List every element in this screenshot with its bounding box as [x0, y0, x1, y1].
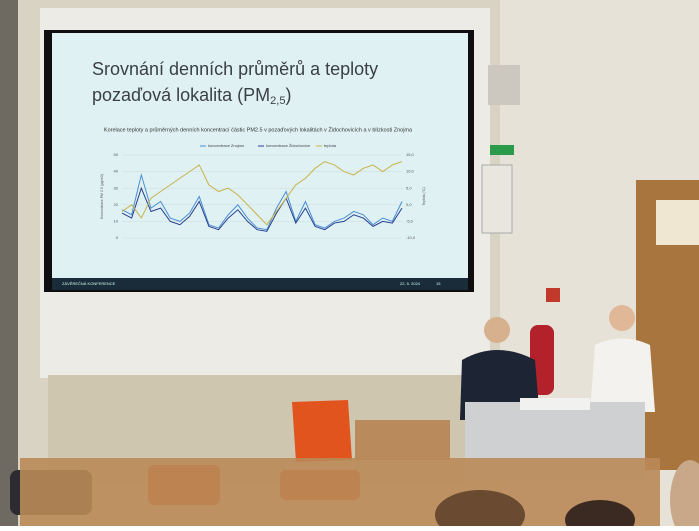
slide-title: pozaďová lokalita (PM2,5)	[92, 85, 291, 107]
legend-label: koncentrace Židochovice	[266, 143, 311, 148]
head-girl	[609, 305, 635, 331]
head-boy	[484, 317, 510, 343]
y-axis-label: Koncentrace PM 2.5 (µg/m3)	[100, 174, 104, 219]
y-tick-label: 10	[114, 218, 119, 223]
y2-tick-label: -10,0	[406, 235, 416, 240]
legend-label: koncentrace Znojmo	[208, 143, 245, 148]
left-edge	[0, 0, 18, 526]
panel	[482, 165, 512, 233]
y2-tick-label: -5,0	[406, 218, 414, 223]
y2-tick-label: 15,0	[406, 152, 415, 157]
slide-title: Srovnání denních průměrů a teploty	[92, 59, 378, 79]
exit-sign	[490, 145, 514, 155]
scene: Srovnání denních průměrů a teploty pozaď…	[0, 0, 699, 526]
page: Srovnání denních průměrů a teploty pozaď…	[0, 0, 699, 526]
fire-sign	[546, 288, 560, 302]
girl-top	[590, 339, 655, 413]
desk	[355, 420, 450, 460]
chair	[292, 400, 352, 462]
y2-tick-label: 0,0	[406, 202, 412, 207]
footer-left: ZÁVĚREČNÁ KONFERENCE	[62, 281, 116, 286]
y2-axis-label: Teplota (°C)	[422, 187, 426, 206]
footer-date: 22. 5. 2024	[400, 281, 421, 286]
y2-tick-label: 10,0	[406, 169, 415, 174]
title-text: pozaďová lokalita (PM	[92, 85, 270, 105]
y-tick-label: 20	[114, 202, 119, 207]
title-subscript: 2,5	[270, 95, 285, 107]
door-window	[656, 200, 699, 245]
y-tick-label: 30	[114, 185, 119, 190]
y-tick-label: 50	[114, 152, 119, 157]
chart-title: Korelace teploty a průměrných denních ko…	[104, 125, 413, 133]
vent	[488, 65, 520, 105]
title-text: )	[285, 85, 291, 105]
papers	[520, 398, 590, 410]
legend-label: teplota	[324, 143, 337, 148]
y2-tick-label: 5,0	[406, 185, 412, 190]
footer-page: 15	[436, 281, 441, 286]
y-tick-label: 40	[114, 169, 119, 174]
railing	[20, 458, 660, 526]
